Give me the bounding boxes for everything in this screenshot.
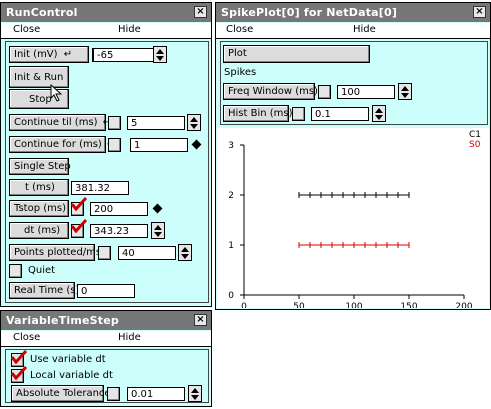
run-control-close-icon[interactable]: ×	[194, 6, 207, 18]
absolute-tolerance-default-button[interactable]	[107, 387, 120, 401]
continue-for-diamond-icon[interactable]	[190, 138, 204, 152]
y-tick-label: 2	[228, 191, 234, 201]
variable-time-step-window: VariableTimeStep × Close Hide Use variab…	[0, 310, 212, 407]
variable-time-step-title: VariableTimeStep	[6, 314, 119, 327]
variable-time-step-title-bar[interactable]: VariableTimeStep ×	[1, 311, 211, 330]
spike-plot-menu-hide[interactable]: Hide	[353, 24, 376, 35]
spikes-label: Spikes	[224, 67, 257, 78]
use-variable-dt-check-icon	[10, 350, 28, 364]
tstop-button[interactable]: Tstop (ms)	[9, 200, 69, 217]
default-arrow-icon: ↵	[102, 117, 112, 128]
variable-time-step-menu-hide[interactable]: Hide	[118, 332, 141, 343]
init-label: Init (mV)	[14, 49, 58, 60]
x-tick-label: 0	[241, 302, 247, 308]
quiet-label: Quiet	[28, 265, 56, 276]
continue-for-field[interactable]: 1	[130, 138, 188, 152]
variable-time-step-menu-close[interactable]: Close	[13, 332, 41, 343]
local-variable-dt-check-icon	[10, 366, 28, 380]
plot-button[interactable]: Plot	[223, 45, 370, 63]
continue-til-default-button[interactable]	[108, 116, 121, 130]
dt-field[interactable]: 343.23	[90, 224, 148, 238]
hist-bin-default-button[interactable]	[292, 107, 305, 121]
single-step-button[interactable]: Single Step	[9, 158, 71, 175]
y-tick-label: 1	[228, 241, 234, 251]
hist-bin-field[interactable]: 0.1	[311, 107, 369, 121]
real-time-field: 0	[77, 284, 135, 298]
spike-plot-title-bar[interactable]: SpikePlot[0] for NetData[0] ×	[216, 3, 490, 22]
freq-window-button[interactable]: Freq Window (ms)	[223, 83, 318, 100]
init-button[interactable]: Init (mV) ↵	[9, 46, 89, 63]
legend-C1: C1	[469, 130, 481, 140]
legend-S0: S0	[469, 140, 481, 150]
run-control-menubar: Close Hide	[1, 23, 211, 39]
run-control-menu-close[interactable]: Close	[13, 24, 41, 35]
continue-til-spinner[interactable]	[187, 114, 201, 131]
run-control-menu-hide[interactable]: Hide	[118, 24, 141, 35]
real-time-button[interactable]: Real Time (s)	[9, 282, 79, 299]
dt-check-icon	[70, 219, 88, 233]
init-value-field[interactable]: -65	[93, 48, 156, 62]
spike-plot-window: SpikePlot[0] for NetData[0] × Close Hide…	[215, 2, 491, 310]
local-variable-dt-label: Local variable dt	[30, 370, 113, 381]
spike-plot-menubar: Close Hide	[216, 23, 490, 39]
run-control-window: RunControl × Close Hide Init (mV) ↵ -65 …	[0, 2, 212, 307]
dt-button[interactable]: dt (ms)	[9, 222, 69, 239]
x-tick-label: 100	[345, 302, 362, 308]
continue-for-default-button[interactable]	[108, 138, 121, 152]
spike-plot-controls-panel: Plot Spikes Freq Window (ms) 100 Hist Bi…	[220, 41, 488, 125]
quiet-checkbox[interactable]	[9, 264, 22, 278]
y-tick-label: 3	[228, 141, 234, 151]
points-plotted-default-button[interactable]	[98, 246, 111, 260]
variable-time-step-menubar: Close Hide	[1, 331, 211, 347]
mouse-cursor-icon	[50, 84, 63, 102]
run-control-title: RunControl	[6, 6, 78, 19]
freq-window-default-button[interactable]	[318, 85, 331, 99]
absolute-tolerance-button[interactable]: Absolute Tolerance	[11, 385, 111, 402]
run-control-panel: Init (mV) ↵ -65 Init & Run Stop Continue…	[5, 41, 209, 303]
t-button[interactable]: t (ms)	[9, 179, 69, 196]
absolute-tolerance-field[interactable]: 0.01	[127, 387, 185, 401]
init-run-button[interactable]: Init & Run	[9, 66, 69, 88]
init-spinner[interactable]	[153, 46, 167, 63]
spike-raster-plot-area[interactable]: 0 50 100 150 200 0 1 2 3 C1 S0	[217, 128, 489, 308]
hist-bin-button[interactable]: Hist Bin (ms)	[223, 105, 293, 122]
continue-til-button[interactable]: Continue til (ms) ↵	[9, 114, 111, 131]
dt-spinner[interactable]	[151, 222, 165, 239]
default-arrow-icon: ↵	[63, 49, 73, 60]
spike-plot-close-icon[interactable]: ×	[473, 6, 486, 18]
tstop-diamond-icon[interactable]	[151, 202, 165, 216]
t-value-field: 381.32	[71, 181, 129, 195]
tstop-field[interactable]: 200	[90, 202, 148, 216]
points-plotted-button[interactable]: Points plotted/ms	[9, 244, 101, 261]
spike-plot-menu-close[interactable]: Close	[226, 24, 254, 35]
continue-til-label: Continue til (ms)	[14, 117, 98, 128]
freq-window-field[interactable]: 100	[337, 85, 395, 99]
y-tick-label: 0	[228, 291, 234, 301]
run-control-title-bar[interactable]: RunControl ×	[1, 3, 211, 22]
continue-for-button[interactable]: Continue for (ms) ↵	[9, 136, 115, 153]
points-plotted-field[interactable]: 40	[118, 246, 176, 260]
use-variable-dt-label: Use variable dt	[30, 354, 106, 365]
spike-plot-title: SpikePlot[0] for NetData[0]	[221, 6, 398, 19]
x-tick-label: 150	[400, 302, 417, 308]
points-plotted-spinner[interactable]	[178, 244, 192, 261]
continue-til-field[interactable]: 5	[127, 116, 185, 130]
x-tick-label: 50	[293, 302, 305, 308]
variable-time-step-panel: Use variable dt Local variable dt Absolu…	[5, 349, 209, 403]
hist-bin-spinner[interactable]	[372, 105, 386, 122]
freq-window-spinner[interactable]	[398, 83, 412, 100]
absolute-tolerance-spinner[interactable]	[188, 385, 202, 402]
variable-time-step-close-icon[interactable]: ×	[194, 314, 207, 326]
x-tick-label: 200	[455, 302, 472, 308]
tstop-check-icon	[70, 197, 88, 211]
continue-for-label: Continue for (ms)	[14, 139, 102, 150]
